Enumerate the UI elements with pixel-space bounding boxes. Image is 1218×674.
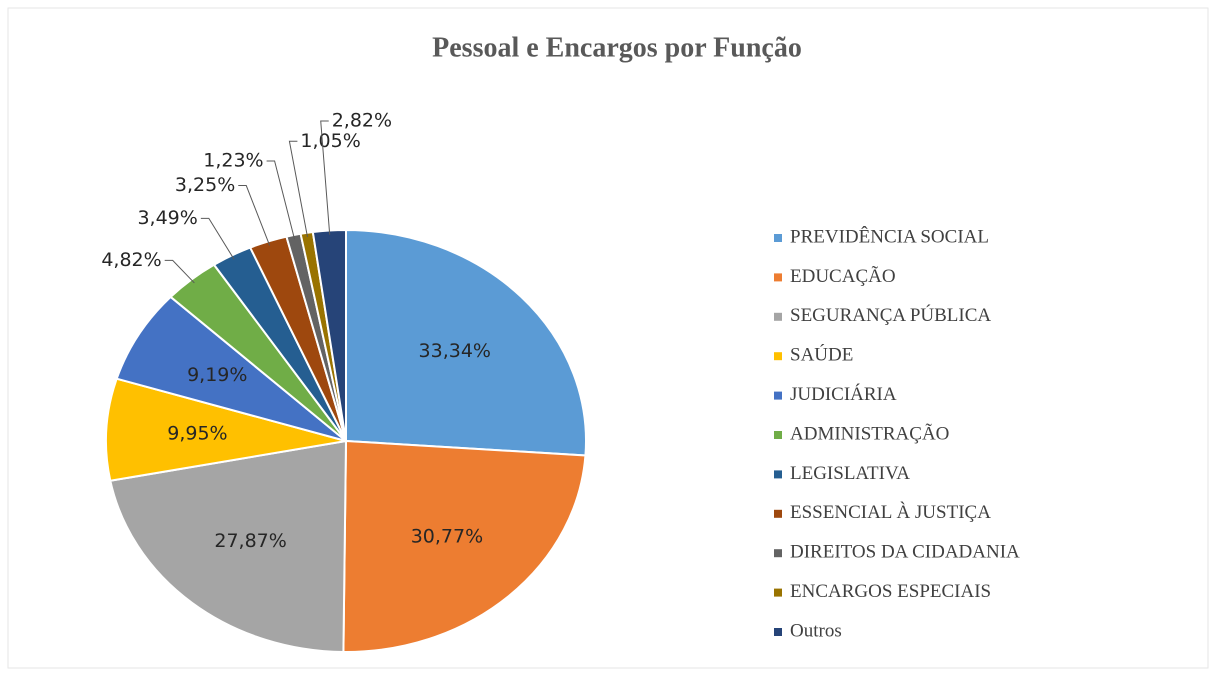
legend-swatch bbox=[774, 391, 782, 400]
legend-swatch bbox=[774, 312, 782, 321]
leader-line bbox=[266, 160, 296, 240]
legend-swatch bbox=[774, 352, 782, 361]
legend-swatch bbox=[774, 509, 782, 518]
data-label: 3,49% bbox=[137, 207, 197, 229]
data-label: 1,23% bbox=[203, 149, 263, 171]
leader-line bbox=[200, 217, 235, 260]
legend-label: PREVIDÊNCIA SOCIAL bbox=[790, 225, 989, 247]
data-label: 27,87% bbox=[214, 530, 286, 552]
legend-swatch bbox=[774, 470, 782, 479]
legend-label: ENCARGOS ESPECIAIS bbox=[790, 581, 991, 602]
leader-line bbox=[164, 259, 195, 284]
leader-line bbox=[238, 185, 271, 246]
leader-line bbox=[320, 120, 331, 235]
legend-label: SEGURANÇA PÚBLICA bbox=[790, 304, 991, 326]
legend-label: SAÚDE bbox=[790, 344, 853, 366]
legend-label: LEGISLATIVA bbox=[790, 463, 910, 484]
legend-label: Outros bbox=[790, 620, 842, 641]
data-label: 33,34% bbox=[419, 340, 491, 362]
legend-swatch bbox=[774, 431, 782, 439]
legend-label: JUDICIÁRIA bbox=[790, 383, 897, 405]
data-label: 3,25% bbox=[175, 174, 235, 196]
legend-swatch bbox=[774, 588, 782, 597]
legend-label: ESSENCIAL À JUSTIÇA bbox=[790, 501, 991, 523]
legend-label: DIREITOS DA CIDADANIA bbox=[790, 542, 1020, 563]
pie-slice bbox=[342, 439, 587, 653]
pie-slice bbox=[105, 377, 347, 482]
legend-swatch bbox=[774, 234, 782, 242]
data-label: 30,77% bbox=[411, 526, 483, 548]
data-label: 4,82% bbox=[101, 249, 161, 271]
legend-label: EDUCAÇÃO bbox=[790, 265, 896, 287]
chart-border bbox=[7, 7, 1209, 669]
data-label: 2,82% bbox=[332, 110, 392, 132]
legend-label: ADMINISTRAÇÃO bbox=[790, 422, 949, 444]
legend-swatch bbox=[774, 549, 782, 558]
leader-line bbox=[288, 140, 308, 238]
pie-slice bbox=[345, 228, 587, 457]
data-label: 9,19% bbox=[187, 364, 247, 386]
legend-swatch bbox=[774, 628, 782, 636]
pie-slice bbox=[109, 439, 348, 653]
pie-slice bbox=[115, 295, 347, 442]
data-label: 1,05% bbox=[300, 130, 360, 152]
data-label: 9,95% bbox=[167, 422, 227, 444]
legend-swatch bbox=[774, 273, 782, 282]
chart-title: Pessoal e Encargos por Função bbox=[432, 32, 802, 63]
